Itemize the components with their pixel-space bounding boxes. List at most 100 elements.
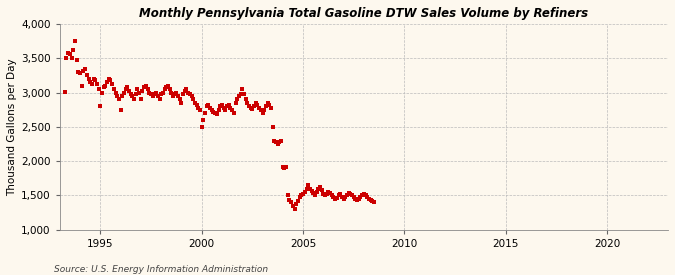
Point xyxy=(191,103,202,107)
Point xyxy=(291,202,302,206)
Point xyxy=(119,90,130,95)
Point xyxy=(81,73,92,78)
Point xyxy=(296,193,307,198)
Point xyxy=(181,87,192,91)
Point xyxy=(331,195,342,200)
Point xyxy=(242,101,252,105)
Point xyxy=(318,192,329,196)
Point xyxy=(357,193,368,198)
Point xyxy=(327,193,338,198)
Point xyxy=(80,67,90,72)
Point xyxy=(169,92,180,96)
Point xyxy=(279,166,290,170)
Point xyxy=(358,192,369,196)
Point xyxy=(139,85,150,89)
Point xyxy=(352,198,362,202)
Point xyxy=(217,103,227,107)
Point xyxy=(156,92,167,96)
Point xyxy=(264,103,275,107)
Point xyxy=(261,104,271,108)
Point xyxy=(190,101,200,105)
Point xyxy=(129,97,140,101)
Point xyxy=(284,198,295,202)
Point xyxy=(234,94,244,98)
Point xyxy=(188,97,198,101)
Point xyxy=(61,56,72,60)
Point xyxy=(342,193,352,198)
Point xyxy=(328,195,339,199)
Point xyxy=(99,85,109,89)
Point xyxy=(132,87,143,91)
Point xyxy=(340,195,350,199)
Point xyxy=(365,198,376,202)
Point xyxy=(289,206,300,211)
Point xyxy=(100,83,111,88)
Point xyxy=(298,192,308,196)
Point xyxy=(144,90,155,95)
Point xyxy=(272,142,283,146)
Point xyxy=(221,104,232,108)
Point xyxy=(271,140,281,144)
Point xyxy=(247,107,258,111)
Point xyxy=(65,52,76,56)
Point xyxy=(142,87,153,91)
Point xyxy=(102,80,113,84)
Point xyxy=(157,90,168,95)
Point xyxy=(266,105,277,110)
Y-axis label: Thousand Gallons per Day: Thousand Gallons per Day xyxy=(7,58,17,196)
Point xyxy=(183,90,194,95)
Point xyxy=(333,193,344,198)
Point xyxy=(194,108,205,112)
Point xyxy=(136,97,146,101)
Point xyxy=(211,112,222,117)
Point xyxy=(176,101,187,105)
Point xyxy=(137,89,148,93)
Point xyxy=(92,82,103,86)
Point xyxy=(360,193,371,198)
Point xyxy=(262,101,273,105)
Point xyxy=(103,77,114,81)
Point xyxy=(306,188,317,193)
Point xyxy=(215,104,225,108)
Point xyxy=(88,77,99,81)
Point xyxy=(73,70,84,74)
Point xyxy=(350,197,361,201)
Point xyxy=(335,192,346,196)
Point xyxy=(223,103,234,107)
Point xyxy=(146,92,157,96)
Point xyxy=(246,105,256,110)
Point xyxy=(85,80,96,84)
Point xyxy=(76,83,87,88)
Point xyxy=(117,94,128,98)
Point xyxy=(59,90,70,94)
Point xyxy=(303,183,314,187)
Point xyxy=(230,101,241,105)
Point xyxy=(299,190,310,194)
Point xyxy=(369,200,379,205)
Point xyxy=(110,90,121,95)
Point xyxy=(186,94,197,98)
Point xyxy=(276,138,287,143)
Point xyxy=(237,87,248,91)
Point xyxy=(269,138,279,143)
Point xyxy=(364,197,375,201)
Point xyxy=(113,97,124,101)
Point xyxy=(166,90,177,95)
Point xyxy=(323,190,334,194)
Point xyxy=(93,87,104,91)
Point xyxy=(344,191,354,196)
Point xyxy=(259,108,269,112)
Point xyxy=(254,105,265,110)
Point xyxy=(78,68,89,73)
Point xyxy=(227,108,238,112)
Point xyxy=(240,97,251,101)
Point xyxy=(338,197,349,201)
Point xyxy=(86,81,97,86)
Point xyxy=(354,197,364,201)
Point xyxy=(159,87,170,91)
Point xyxy=(248,104,259,108)
Point xyxy=(210,111,221,115)
Point xyxy=(218,105,229,110)
Point xyxy=(228,111,239,115)
Point xyxy=(347,193,358,198)
